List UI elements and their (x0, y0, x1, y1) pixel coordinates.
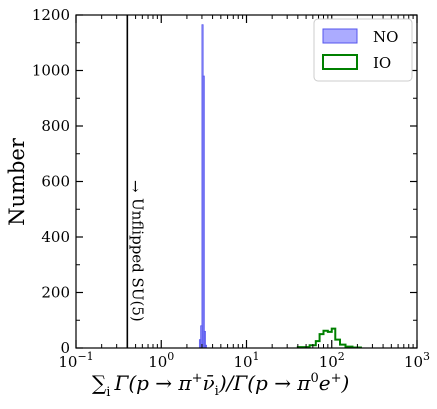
legend-swatch-io (322, 54, 358, 70)
unflipped-su5-annotation: Unflipped SU(5) → (126, 180, 146, 322)
y-tick-label: 600 (41, 173, 70, 191)
y-tick-label: 0 (60, 339, 70, 357)
legend-swatch-no (322, 28, 358, 44)
x-tick-label: 101 (233, 350, 259, 371)
x-tick-base: 10 (58, 353, 77, 371)
x-tick-label: 10−1 (58, 350, 93, 371)
y-tick-label: 1000 (32, 62, 70, 80)
x-tick-label: 102 (319, 350, 345, 371)
legend-label-io: IO (373, 54, 391, 72)
x-tick-base: 10 (233, 353, 252, 371)
x-label-sup-zero: 0 (310, 371, 318, 386)
y-tick-label: 1200 (32, 6, 70, 24)
x-tick-label: 103 (404, 350, 430, 371)
series-io-bars (296, 327, 362, 349)
x-tick-base: 10 (319, 353, 338, 371)
y-axis-label: Number (5, 137, 29, 226)
x-tick-exp: 0 (167, 350, 174, 363)
x-label-sub-i: i (106, 385, 110, 400)
x-label-close: ) (340, 371, 349, 395)
x-label-nubar: ν̄ (202, 371, 214, 395)
x-tick-exp: 2 (338, 350, 345, 363)
series-no-bars (198, 24, 207, 349)
y-tick-label: 200 (41, 284, 70, 302)
y-tick-label: 800 (41, 117, 70, 135)
x-tick-base: 10 (148, 353, 167, 371)
step-io (296, 327, 362, 349)
x-tick-exp: 3 (423, 350, 430, 363)
unflipped-su5-label: Unflipped SU(5) (128, 198, 146, 322)
x-axis-label: ∑i Γ(p → π+ν̄i)/Γ(p → π0e+) (92, 371, 349, 400)
x-label-sum: ∑ (92, 371, 107, 395)
x-label-mid: )/Γ(p → π (218, 371, 311, 395)
x-tick-exp: −1 (77, 350, 93, 363)
x-tick-exp: 1 (253, 350, 260, 363)
x-tick-base: 10 (404, 353, 423, 371)
legend: NO IO (313, 18, 413, 82)
annotation-arrow: → (126, 180, 144, 193)
x-label-sup-plus2: + (331, 371, 342, 386)
x-tick-label: 100 (148, 350, 174, 371)
bar-no (202, 75, 205, 349)
x-label-sub-i2: i (215, 384, 219, 399)
y-axis-ticks: 0 200 400 600 800 1000 1200 (32, 6, 417, 357)
x-label-e: e (319, 371, 331, 395)
y-tick-label: 400 (41, 228, 70, 246)
x-label-sup-plus: + (192, 371, 203, 386)
x-axis-ticks: 10−1 100 101 102 103 (58, 15, 430, 371)
legend-label-no: NO (373, 28, 398, 46)
x-label-gamma1: Γ(p → π (113, 371, 192, 395)
